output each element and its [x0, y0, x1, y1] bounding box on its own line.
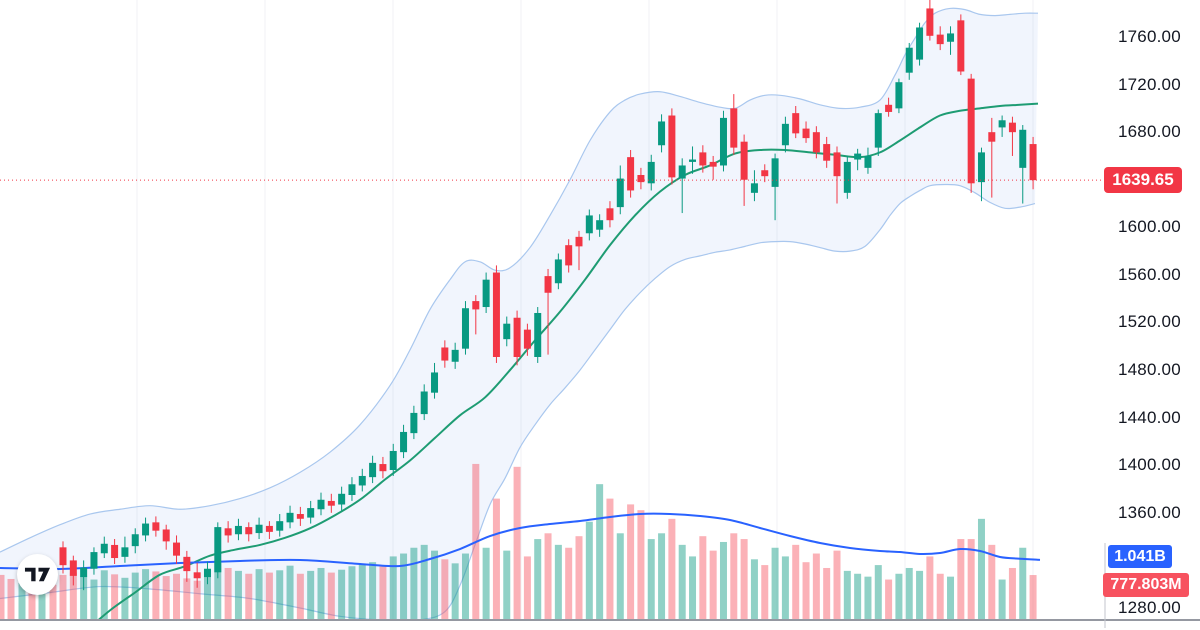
volume-badge: 777.803M	[1103, 573, 1189, 597]
tradingview-logo[interactable]	[17, 554, 58, 595]
bollinger-lower-line	[0, 183, 1036, 619]
last-price-badge: 1639.65	[1104, 167, 1182, 194]
price-axis-label: 1600.00	[1118, 217, 1181, 237]
price-axis-label: 1520.00	[1118, 312, 1181, 332]
price-axis-label: 1680.00	[1118, 122, 1181, 142]
bollinger-basis-line	[98, 102, 1039, 619]
price-axis-label: 1480.00	[1118, 360, 1181, 380]
plot-layers	[0, 0, 1041, 619]
price-axis-label: 1720.00	[1118, 74, 1181, 94]
price-axis-label: 1560.00	[1118, 264, 1181, 284]
price-axis-label: 1760.00	[1118, 27, 1181, 46]
volume-bars	[0, 463, 1037, 619]
price-axis-label: 1400.00	[1118, 455, 1181, 475]
price-axis-label: 1360.00	[1118, 502, 1181, 522]
volume-ma-badge: 1.041B	[1108, 545, 1172, 568]
price-axis-label: 1280.00	[1118, 597, 1181, 617]
tradingview-logo-glyph	[24, 567, 51, 582]
candles	[59, 0, 1037, 591]
price-axis-label: 1440.00	[1118, 407, 1181, 427]
volume-ma-line	[0, 512, 1041, 571]
grid-lines	[136, 0, 1034, 619]
